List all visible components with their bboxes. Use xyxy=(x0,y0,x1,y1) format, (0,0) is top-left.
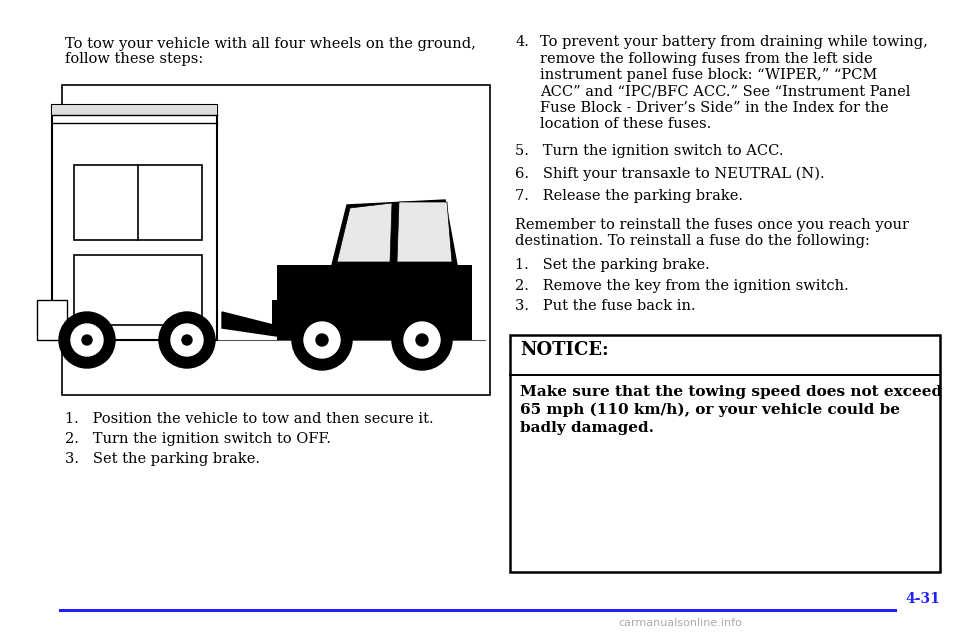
Circle shape xyxy=(71,324,103,356)
Circle shape xyxy=(416,334,428,346)
Bar xyxy=(277,265,472,340)
Polygon shape xyxy=(397,202,452,262)
Text: To tow your vehicle with all four wheels on the ground,: To tow your vehicle with all four wheels… xyxy=(65,37,476,51)
Text: 7.   Release the parking brake.: 7. Release the parking brake. xyxy=(515,189,743,203)
Circle shape xyxy=(316,334,328,346)
Text: remove the following fuses from the left side: remove the following fuses from the left… xyxy=(540,51,873,65)
Bar xyxy=(62,85,490,395)
Text: Remember to reinstall the fuses once you reach your: Remember to reinstall the fuses once you… xyxy=(515,218,909,232)
Text: 3.   Put the fuse back in.: 3. Put the fuse back in. xyxy=(515,300,696,314)
Text: 2.   Remove the key from the ignition switch.: 2. Remove the key from the ignition swit… xyxy=(515,279,849,293)
Text: ACC” and “IPC/BFC ACC.” See “Instrument Panel: ACC” and “IPC/BFC ACC.” See “Instrument … xyxy=(540,84,910,99)
Bar xyxy=(52,105,217,340)
Text: 2.   Turn the ignition switch to OFF.: 2. Turn the ignition switch to OFF. xyxy=(65,432,331,446)
Text: 1.   Position the vehicle to tow and then secure it.: 1. Position the vehicle to tow and then … xyxy=(65,412,434,426)
Text: 4.: 4. xyxy=(515,35,529,49)
Text: follow these steps:: follow these steps: xyxy=(65,52,204,66)
Circle shape xyxy=(304,322,340,358)
Text: instrument panel fuse block: “WIPER,” “PCM: instrument panel fuse block: “WIPER,” “P… xyxy=(540,68,877,82)
Polygon shape xyxy=(337,203,392,262)
Text: 1.   Set the parking brake.: 1. Set the parking brake. xyxy=(515,259,709,273)
Circle shape xyxy=(404,322,440,358)
Circle shape xyxy=(82,335,92,345)
Text: badly damaged.: badly damaged. xyxy=(520,421,654,435)
Bar xyxy=(37,300,67,340)
Bar xyxy=(74,255,202,325)
Text: 3.   Set the parking brake.: 3. Set the parking brake. xyxy=(65,452,260,466)
Circle shape xyxy=(182,335,192,345)
Circle shape xyxy=(159,312,215,368)
Circle shape xyxy=(292,310,352,370)
Text: 6.   Shift your transaxle to NEUTRAL (N).: 6. Shift your transaxle to NEUTRAL (N). xyxy=(515,166,825,181)
Text: location of these fuses.: location of these fuses. xyxy=(540,118,711,131)
Text: carmanualsonline.info: carmanualsonline.info xyxy=(618,618,742,628)
Text: 65 mph (110 km/h), or your vehicle could be: 65 mph (110 km/h), or your vehicle could… xyxy=(520,403,900,417)
Text: NOTICE:: NOTICE: xyxy=(520,341,609,359)
Text: To prevent your battery from draining while towing,: To prevent your battery from draining wh… xyxy=(540,35,928,49)
Circle shape xyxy=(392,310,452,370)
Text: destination. To reinstall a fuse do the following:: destination. To reinstall a fuse do the … xyxy=(515,234,870,248)
Text: Fuse Block - Driver’s Side” in the Index for the: Fuse Block - Driver’s Side” in the Index… xyxy=(540,101,889,115)
Bar xyxy=(74,165,202,240)
Polygon shape xyxy=(222,312,297,339)
Circle shape xyxy=(59,312,115,368)
Circle shape xyxy=(171,324,203,356)
Bar xyxy=(510,335,940,572)
Polygon shape xyxy=(332,200,457,265)
Text: 5.   Turn the ignition switch to ACC.: 5. Turn the ignition switch to ACC. xyxy=(515,144,783,158)
Text: Make sure that the towing speed does not exceed: Make sure that the towing speed does not… xyxy=(520,385,942,399)
Bar xyxy=(272,300,280,330)
Bar xyxy=(52,105,217,115)
Text: 4-31: 4-31 xyxy=(905,592,940,606)
